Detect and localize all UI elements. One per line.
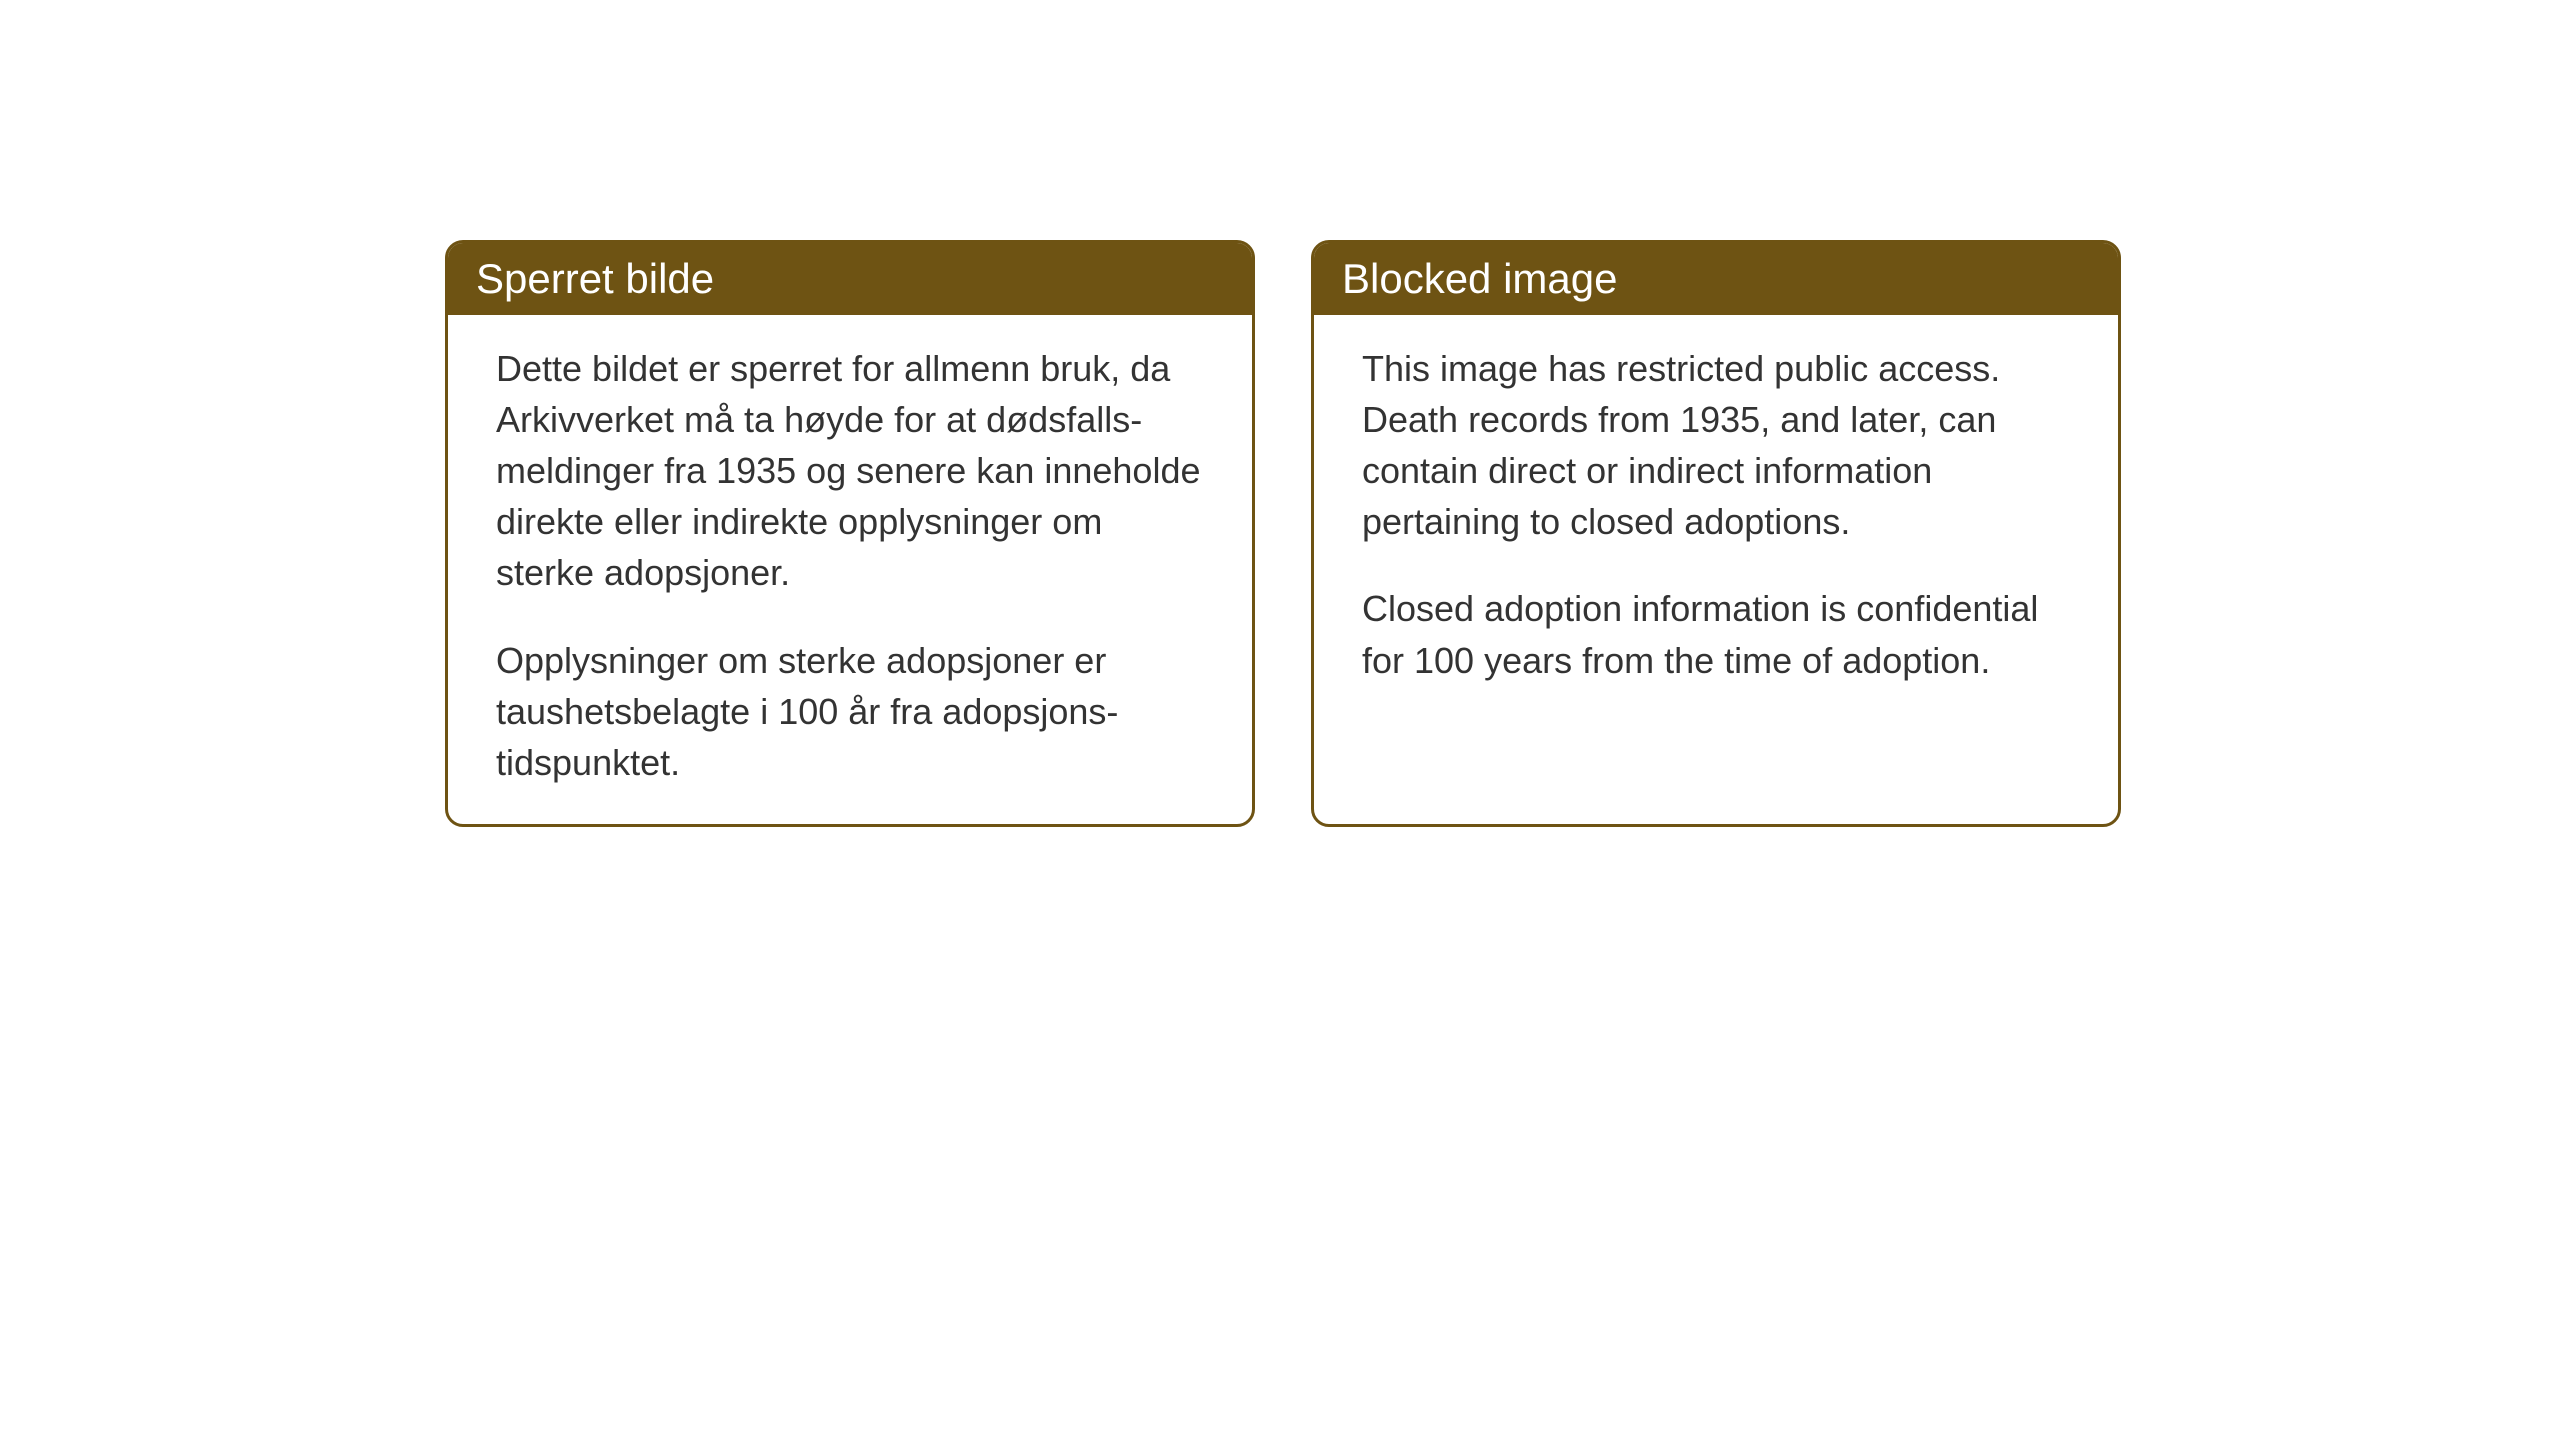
paragraph-norwegian-1: Dette bildet er sperret for allmenn bruk… [496,343,1204,599]
paragraph-english-1: This image has restricted public access.… [1362,343,2070,547]
notice-card-english: Blocked image This image has restricted … [1311,240,2121,827]
card-header-english: Blocked image [1314,243,2118,315]
card-title-english: Blocked image [1342,255,1617,302]
card-title-norwegian: Sperret bilde [476,255,714,302]
notice-card-norwegian: Sperret bilde Dette bildet er sperret fo… [445,240,1255,827]
paragraph-english-2: Closed adoption information is confident… [1362,583,2070,685]
card-body-norwegian: Dette bildet er sperret for allmenn bruk… [448,315,1252,824]
notice-container: Sperret bilde Dette bildet er sperret fo… [445,240,2121,827]
card-body-english: This image has restricted public access.… [1314,315,2118,722]
paragraph-norwegian-2: Opplysninger om sterke adopsjoner er tau… [496,635,1204,788]
card-header-norwegian: Sperret bilde [448,243,1252,315]
